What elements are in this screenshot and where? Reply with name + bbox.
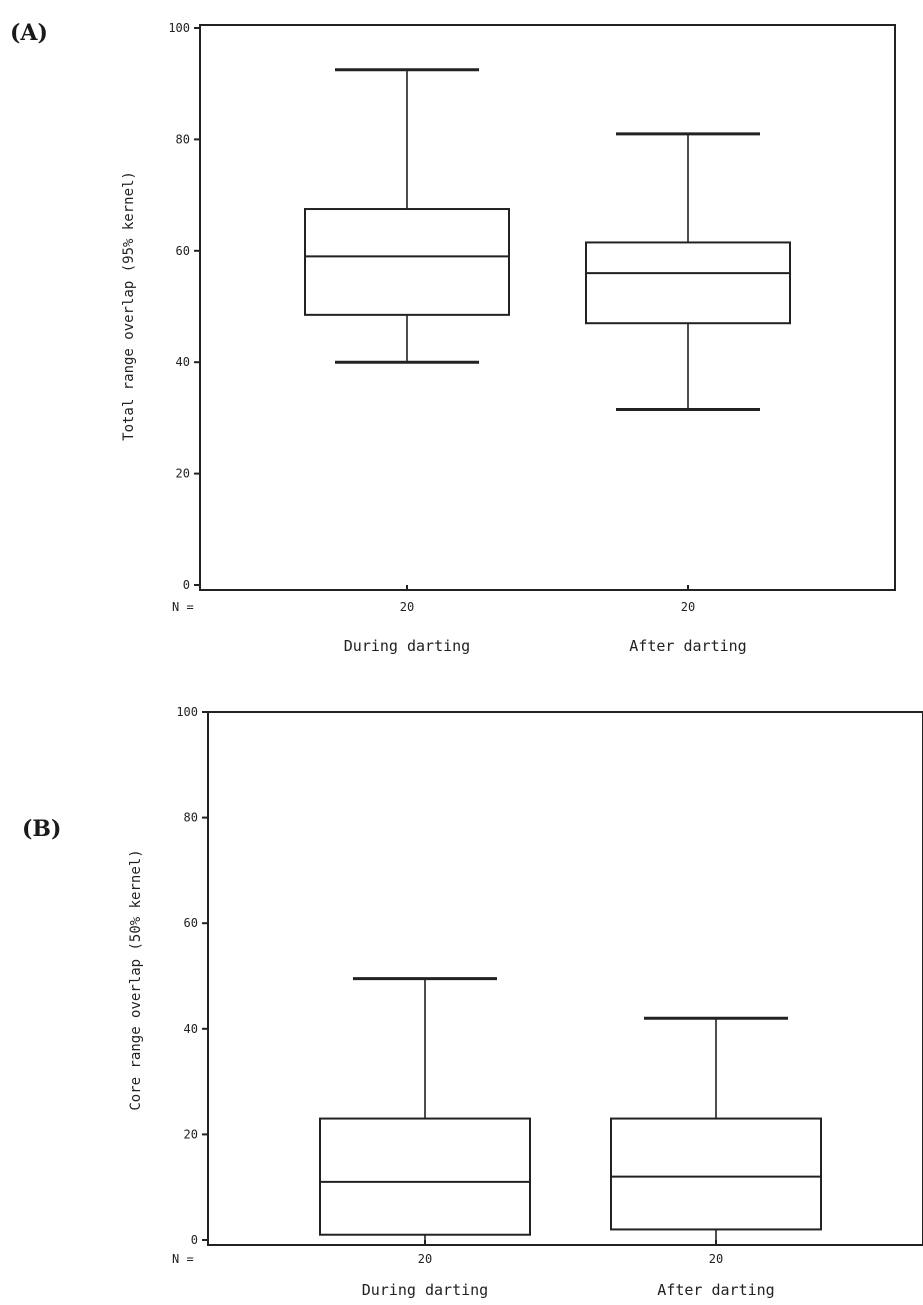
box-iqr xyxy=(585,241,791,325)
box-iqr xyxy=(319,1117,531,1236)
y-tick-label: 20 xyxy=(176,467,190,481)
n-value: 20 xyxy=(400,600,414,614)
panel-a: (A) 0 20 40 60 80 100 Total range overlap (95% … xyxy=(10,20,896,655)
n-label: N = xyxy=(172,1252,194,1266)
panel-b: (B) 0 20 40 60 80 100 Core range overlap (50% k… xyxy=(22,705,923,1299)
category-label: During darting xyxy=(362,1281,488,1299)
category-label: After darting xyxy=(657,1281,774,1299)
y-axis-title: Total range overlap (95% kernel) xyxy=(121,171,137,441)
y-tick-label: 40 xyxy=(184,1022,198,1036)
n-value: 20 xyxy=(418,1252,432,1266)
panel-label: (B) xyxy=(22,816,61,842)
plot-frame xyxy=(207,711,923,1246)
y-tick-label: 60 xyxy=(184,916,198,930)
box-iqr xyxy=(304,208,510,316)
y-tick-label: 40 xyxy=(176,355,190,369)
category-label: After darting xyxy=(629,637,746,655)
n-value: 20 xyxy=(709,1252,723,1266)
y-tick-label: 100 xyxy=(168,21,190,35)
n-label: N = xyxy=(172,600,194,614)
y-axis-title: Core range overlap (50% kernel) xyxy=(128,849,144,1110)
y-tick-label: 80 xyxy=(176,132,190,146)
panel-label: (A) xyxy=(10,20,48,46)
plot-frame xyxy=(199,24,896,591)
box-iqr xyxy=(610,1117,822,1231)
y-tick-label: 20 xyxy=(184,1127,198,1141)
y-tick-label: 60 xyxy=(176,244,190,258)
y-tick-label: 80 xyxy=(184,811,198,825)
y-tick-label: 0 xyxy=(191,1233,198,1247)
y-tick-label: 100 xyxy=(176,705,198,719)
y-tick-label: 0 xyxy=(183,578,190,592)
n-value: 20 xyxy=(681,600,695,614)
category-label: During darting xyxy=(344,637,470,655)
